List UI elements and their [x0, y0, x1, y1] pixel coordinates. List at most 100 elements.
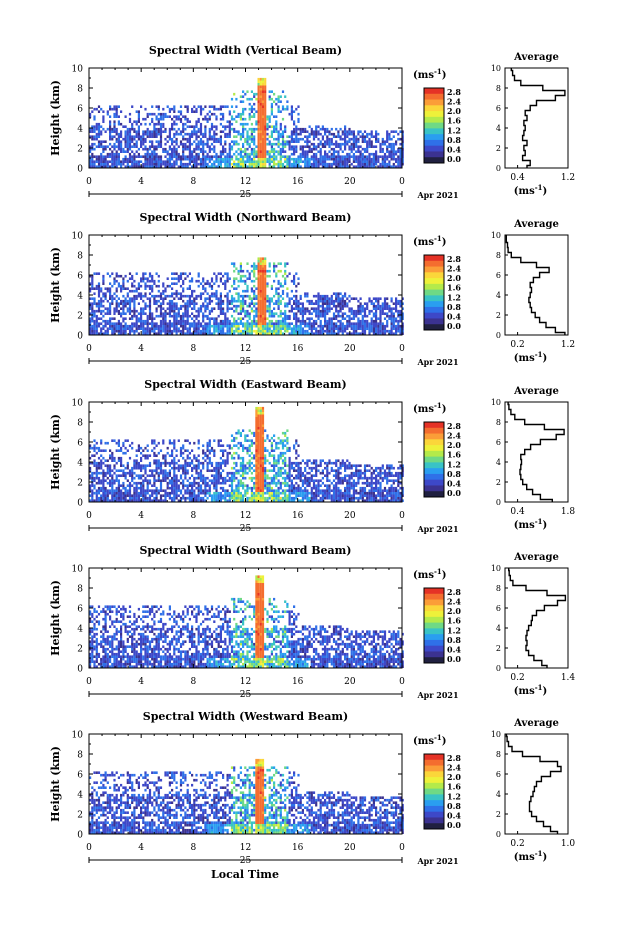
heatmap-cell [176, 282, 178, 285]
heatmap-cell [187, 317, 189, 320]
heatmap-cell [315, 133, 317, 136]
heatmap-cell [286, 143, 288, 146]
heatmap-cell [164, 492, 166, 495]
heatmap-cell [156, 494, 158, 497]
heatmap-cell [238, 160, 240, 163]
heatmap-cell [262, 305, 264, 308]
heatmap-cell [300, 153, 302, 156]
heatmap-cell [98, 305, 100, 308]
heatmap-cell [180, 320, 182, 323]
heatmap-cell [346, 158, 348, 161]
heatmap-cell [264, 85, 266, 88]
heatmap-cell [368, 133, 370, 136]
heatmap-cell [171, 462, 173, 465]
heatmap-cell [173, 133, 175, 136]
heatmap-cell [149, 140, 151, 143]
heatmap-cell [118, 120, 120, 123]
heatmap-cell [238, 330, 240, 333]
heatmap-cell [340, 158, 342, 161]
heatmap-cell [320, 128, 322, 131]
heatmap-cell [304, 310, 306, 313]
heatmap-cell [131, 135, 133, 138]
heatmap-cell [96, 158, 98, 161]
heatmap-cell [264, 128, 266, 131]
heatmap-cell [105, 145, 107, 148]
heatmap-cell [129, 310, 131, 313]
heatmap-cell [302, 130, 304, 133]
heatmap-cell [182, 484, 184, 487]
heatmap-cell [118, 320, 120, 323]
heatmap-cell [151, 295, 153, 298]
heatmap-cell [353, 297, 355, 300]
heatmap-cell [171, 484, 173, 487]
heatmap-cell [93, 315, 95, 318]
heatmap-cell [340, 155, 342, 158]
heatmap-cell [309, 320, 311, 323]
heatmap-cell [118, 135, 120, 138]
heatmap-cell [371, 140, 373, 143]
heatmap-cell [109, 464, 111, 467]
heatmap-cell [200, 292, 202, 295]
heatmap-cell [131, 155, 133, 158]
heatmap-cell [399, 130, 401, 133]
heatmap-cell [207, 297, 209, 300]
heatmap-cell [118, 145, 120, 148]
heatmap-cell [164, 489, 166, 492]
heatmap-cell [297, 325, 299, 328]
heatmap-cell [227, 275, 229, 278]
colorbar-tick-label: 1.6 [447, 283, 461, 293]
heatmap-cell [309, 140, 311, 143]
heatmap-cell [251, 128, 253, 131]
heatmap-cell [151, 160, 153, 163]
heatmap-cell [273, 327, 275, 330]
heatmap-cell [202, 277, 204, 280]
heatmap-cell [176, 312, 178, 315]
heatmap-cell [253, 163, 255, 166]
heatmap-cell [291, 133, 293, 136]
heatmap-cell [388, 153, 390, 156]
heatmap-cell [164, 327, 166, 330]
heatmap-cell [262, 95, 264, 98]
heatmap-cell [324, 130, 326, 133]
heatmap-cell [120, 464, 122, 467]
heatmap-cell [162, 457, 164, 460]
heatmap-cell [162, 315, 164, 318]
heatmap-cell [342, 307, 344, 310]
heatmap-cell [138, 292, 140, 295]
heatmap-cell [242, 143, 244, 146]
heatmap-cell [149, 497, 151, 500]
heatmap-cell [182, 494, 184, 497]
heatmap-cell [98, 300, 100, 303]
heatmap-cell [278, 325, 280, 328]
heatmap-cell [258, 108, 260, 111]
heatmap-cell [313, 327, 315, 330]
heatmap-cell [120, 302, 122, 305]
heatmap-cell [187, 148, 189, 151]
heatmap-cell [262, 108, 264, 111]
heatmap-cell [167, 158, 169, 161]
heatmap-cell [116, 145, 118, 148]
heatmap-cell [337, 297, 339, 300]
heatmap-cell [251, 138, 253, 141]
heatmap-cell [164, 472, 166, 475]
y-tick-label: 8 [77, 85, 83, 95]
heatmap-cell [335, 160, 337, 163]
heatmap-cell [162, 454, 164, 457]
heatmap-cell [235, 98, 237, 101]
heatmap-cell [373, 155, 375, 158]
heatmap-cell [375, 305, 377, 308]
heatmap-cell [344, 317, 346, 320]
heatmap-cell [164, 290, 166, 293]
heatmap-cell [113, 479, 115, 482]
heatmap-cell [224, 280, 226, 283]
heatmap-cell [269, 320, 271, 323]
heatmap-cell [377, 155, 379, 158]
heatmap-cell [173, 110, 175, 113]
heatmap-cell [213, 155, 215, 158]
heatmap-cell [144, 148, 146, 151]
heatmap-cell [269, 312, 271, 315]
heatmap-cell [328, 330, 330, 333]
heatmap-cell [149, 300, 151, 303]
heatmap-cell [184, 320, 186, 323]
heatmap-cell [218, 108, 220, 111]
